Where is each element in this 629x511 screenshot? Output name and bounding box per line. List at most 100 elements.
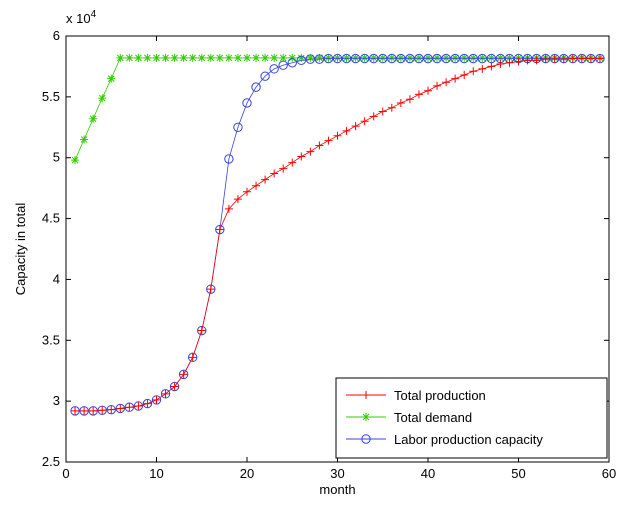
x-tick-label: 30 (330, 466, 344, 481)
data-point-labor-production-capacity (387, 53, 397, 64)
data-point-total-demand (215, 53, 224, 62)
data-point-total-production (595, 54, 604, 63)
data-point-total-demand (433, 53, 442, 62)
data-point-total-production (179, 370, 188, 379)
data-point-labor-production-capacity (396, 53, 406, 64)
data-point-total-demand (279, 53, 288, 62)
series-total-production (71, 54, 604, 415)
data-point-total-production (369, 112, 378, 121)
data-point-total-production (107, 405, 116, 414)
data-point-total-demand (442, 53, 451, 62)
data-point-total-production (541, 55, 550, 64)
data-point-total-production (80, 406, 89, 415)
data-point-total-demand (324, 53, 333, 62)
data-point-total-production (550, 55, 559, 64)
data-point-total-production (396, 98, 405, 107)
data-point-total-demand (342, 53, 351, 62)
data-point-total-production (206, 285, 215, 294)
data-point-total-production (469, 67, 478, 76)
data-point-total-production (487, 62, 496, 71)
data-point-total-production (215, 225, 224, 234)
data-point-total-demand (243, 53, 251, 62)
data-point-labor-production-capacity (224, 154, 234, 164)
data-point-total-demand (424, 53, 432, 62)
data-point-total-production (71, 406, 80, 415)
data-point-total-demand (107, 74, 116, 83)
data-point-labor-production-capacity (378, 53, 388, 64)
data-point-total-demand (333, 53, 342, 62)
data-point-labor-production-capacity (359, 53, 370, 64)
x-axis-title: month (319, 482, 355, 497)
data-point-total-demand (116, 53, 125, 62)
data-point-labor-production-capacity (405, 53, 415, 64)
data-point-total-production (116, 404, 125, 413)
data-point-total-production (170, 382, 179, 391)
y-tick-label: 3.5 (42, 332, 60, 347)
data-point-total-production (98, 406, 107, 415)
data-point-labor-production-capacity (423, 53, 433, 64)
data-point-total-demand (188, 53, 197, 62)
data-point-total-production (378, 107, 387, 116)
y-tick-label: 5 (53, 150, 60, 165)
data-point-total-demand (378, 53, 387, 62)
data-point-labor-production-capacity (341, 53, 352, 64)
data-point-labor-production-capacity (459, 53, 469, 64)
data-point-labor-production-capacity (124, 402, 135, 412)
ticks-layer: 0 10 20 30 40 50 60 2.5 3 3.5 4 4.5 5 5.5 6 (42, 28, 616, 481)
data-point-labor-production-capacity (468, 53, 478, 64)
y-tick-label: 6 (53, 28, 60, 43)
data-point-total-demand (89, 114, 98, 123)
data-point-labor-production-capacity (305, 54, 316, 64)
x-tick-label: 40 (421, 466, 435, 481)
data-point-total-production (243, 187, 251, 196)
data-point-total-demand (496, 53, 505, 62)
data-point-labor-production-capacity (369, 53, 379, 64)
data-point-total-production (559, 55, 568, 64)
legend-label-total-demand: Total demand (394, 410, 472, 425)
data-point-total-production (188, 353, 197, 362)
data-point-labor-production-capacity (296, 55, 306, 66)
data-point-labor-production-capacity (188, 352, 198, 363)
legend: Total production Total demand Labor produc… (335, 377, 608, 459)
y-tick-label: 2.5 (42, 454, 60, 469)
y-axis-title: Capacity in total (13, 203, 28, 296)
y-tick-label: 5.5 (42, 89, 60, 104)
data-point-total-production (315, 141, 324, 150)
data-point-total-production (134, 402, 143, 411)
data-point-total-production (424, 86, 432, 95)
data-point-total-demand (161, 53, 170, 62)
data-point-total-demand (414, 53, 423, 62)
data-point-labor-production-capacity (432, 53, 442, 64)
data-point-total-production (405, 95, 414, 104)
data-point-labor-production-capacity (332, 53, 343, 64)
data-point-total-production (496, 59, 505, 68)
data-point-total-production (261, 175, 270, 184)
data-point-labor-production-capacity (115, 403, 126, 414)
y-tick-label: 4 (53, 271, 60, 286)
data-point-total-demand (297, 53, 306, 62)
data-point-total-demand (152, 53, 161, 62)
data-point-total-production (414, 90, 423, 99)
data-point-total-production (460, 70, 469, 79)
data-point-total-demand (252, 53, 261, 62)
data-point-total-demand (170, 53, 179, 62)
data-point-total-demand (270, 53, 279, 62)
x-tick-label: 10 (149, 466, 163, 481)
data-point-labor-production-capacity (450, 53, 460, 64)
data-point-labor-production-capacity (206, 284, 216, 294)
data-point-labor-production-capacity (233, 122, 243, 132)
data-point-total-demand (179, 53, 188, 62)
data-point-total-production (279, 164, 288, 173)
data-point-total-demand (288, 53, 297, 62)
data-point-labor-production-capacity (287, 58, 297, 68)
data-point-total-demand (396, 53, 405, 62)
legend-box (335, 377, 608, 459)
data-point-total-production (89, 406, 98, 415)
data-point-total-demand (360, 53, 369, 62)
data-point-labor-production-capacity (441, 53, 451, 64)
data-point-total-production (125, 403, 134, 412)
data-point-total-demand (369, 53, 378, 62)
data-point-labor-production-capacity (260, 71, 270, 81)
data-point-total-production (161, 389, 170, 398)
data-point-labor-production-capacity (414, 53, 424, 64)
